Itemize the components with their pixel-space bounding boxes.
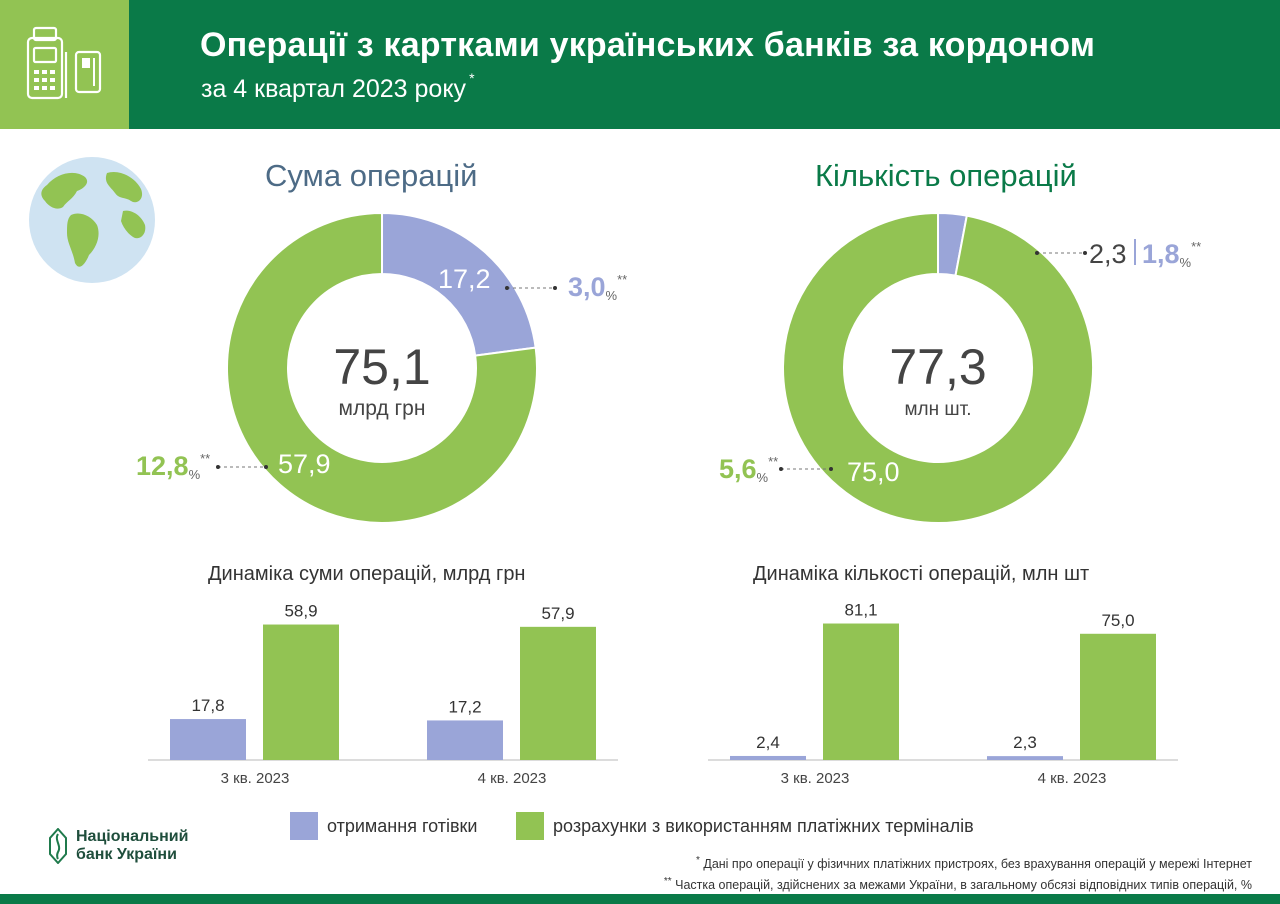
donut-value-terminals: 57,9 [278,449,331,479]
donut-count-chart: 77,3 млн шт. 2,3 1,8%** 75,0 5,6%** [719,211,1201,524]
bar-value-label: 75,0 [1101,611,1134,630]
bar-terminals [520,626,596,760]
share-label-terminals: 5,6%** [719,454,778,485]
x-tick-label: 3 кв. 2023 [781,770,850,787]
leader-dot [553,286,557,290]
page-subtitle: за 4 квартал 2023 року * [201,70,475,103]
legend-label-terminals: розрахунки з використанням платіжних тер… [553,815,974,836]
donut-sum-title: Сума операцій [265,158,478,193]
globe-icon [29,157,155,283]
bar-value-label: 2,4 [756,733,780,752]
bar-cash [987,756,1063,760]
bar-cash [730,755,806,760]
card-icon [74,50,102,94]
donut-center-unit: млн шт. [904,399,971,420]
leader-dot [779,467,783,471]
pos-terminal-icon [26,26,68,100]
leader-dot [264,465,268,469]
bars-sum-chart: 17,8 58,9 3 кв. 2023 17,2 57,9 4 кв. 2023 [148,602,618,787]
share-label-terminals: 12,8%** [136,451,210,482]
donut-slice-terminals [226,211,538,524]
bar-terminals [1080,633,1156,760]
leader-dot [216,465,220,469]
share-label-cash: 3,0%** [568,272,627,303]
donut-slice-cash [381,211,537,357]
bar-value-label: 57,9 [541,604,574,623]
leader-dot [1035,251,1039,255]
footer-bar [0,894,1280,904]
x-tick-label: 4 кв. 2023 [478,770,547,787]
legend-item-cash: отримання готівки [290,812,477,840]
bar-value-label: 58,9 [284,602,317,621]
donut-center-value: 77,3 [889,339,986,395]
leader-dot [505,286,509,290]
bar-value-label: 81,1 [844,601,877,620]
bar-value-label: 17,2 [448,697,481,716]
nbu-logo-line2: банк України [76,846,177,863]
header-icon-box [0,0,129,129]
footnotes: * Дані про операції у фізичних платіжних… [664,852,1252,894]
donut-value-terminals: 75,0 [847,457,900,487]
bar-value-label: 17,8 [191,696,224,715]
bars-count-title: Динаміка кількості операцій, млн шт [753,563,1090,585]
donut-value-cash: 2,3 [1089,239,1127,269]
bars-sum-title: Динаміка суми операцій, млрд грн [208,563,526,585]
nbu-logo-text: Національний банк України [76,828,188,864]
bar-cash [170,719,246,760]
share-label-cash: 1,8%** [1142,239,1201,270]
x-tick-label: 3 кв. 2023 [221,770,290,787]
legend-swatch-terminals [516,812,544,840]
legend-item-terminals: розрахунки з використанням платіжних тер… [516,812,974,840]
nbu-logo-icon [49,828,67,864]
footnote-1: * Дані про операції у фізичних платіжних… [695,855,1252,872]
bar-cash [427,720,503,760]
donut-center-unit: млрд грн [339,397,426,420]
legend-swatch-cash [290,812,318,840]
donut-value-cash: 17,2 [438,264,491,294]
x-tick-label: 4 кв. 2023 [1038,770,1107,787]
bar-terminals [823,623,899,760]
nbu-logo: Національний банк України [48,828,188,864]
nbu-logo-line1: Національний [76,828,189,845]
legend-label-cash: отримання готівки [327,815,478,836]
bar-terminals [263,624,339,760]
page-title: Операції з картками українських банків з… [200,26,1096,64]
donut-center-value: 75,1 [333,339,430,395]
bars-count-chart: 2,4 81,1 3 кв. 2023 2,3 75,0 4 кв. 2023 [708,601,1178,787]
footnote-2: ** Частка операцій, здійснених за межами… [663,876,1252,893]
donut-count-title: Кількість операцій [815,158,1077,193]
leader-dot [1083,251,1087,255]
header-banner: Операції з картками українських банків з… [0,0,1280,129]
leader-dot [829,467,833,471]
bar-value-label: 2,3 [1013,733,1037,752]
donut-slice-terminals [782,211,1094,524]
